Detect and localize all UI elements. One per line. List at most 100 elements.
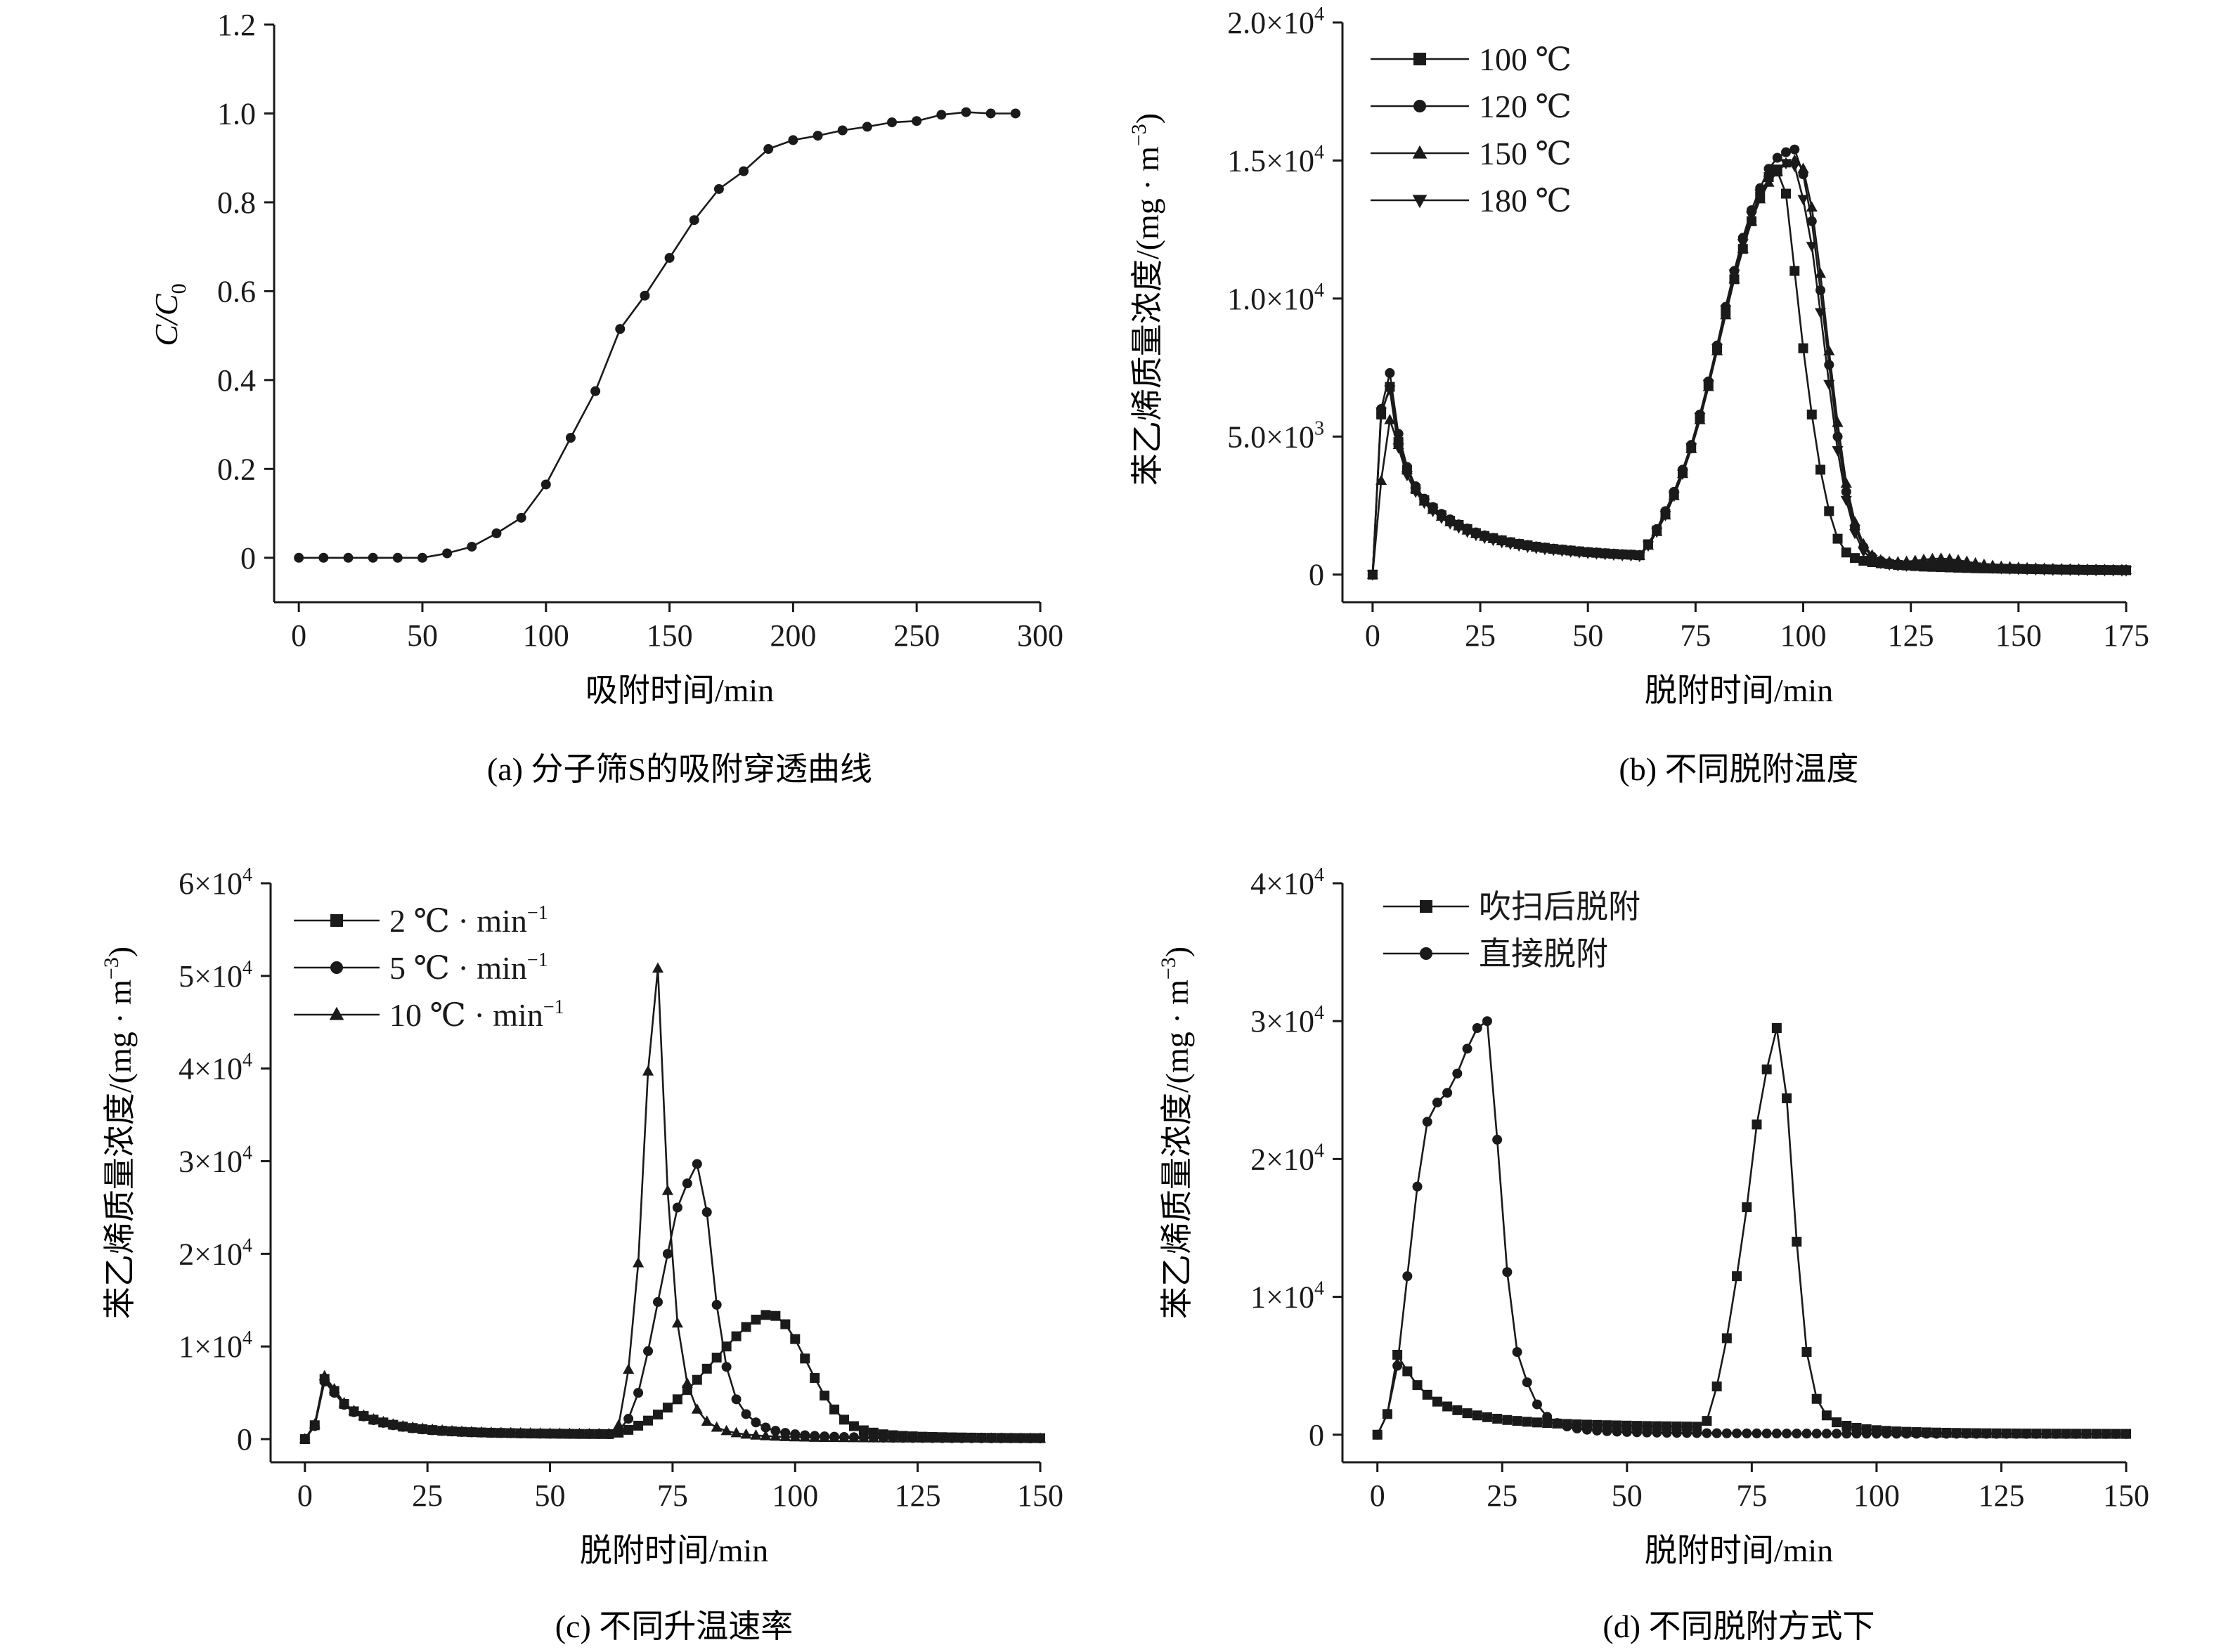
panel-b-series-3-point [1995,564,2007,575]
panel-b-legend-marker-0 [1413,53,1426,65]
panel-b-series-3-point [2090,566,2102,577]
panel-b-series-3-point [1444,519,1456,530]
panel-c-series-2-point [309,1418,321,1429]
panel-b-series-3-point [1961,561,1973,572]
panel-c-series-2-point [1005,1432,1017,1443]
panel-d-series-1-point [1841,1429,1852,1439]
panel-a-x-tick-label: 100 [523,618,569,653]
panel-a-series-0-point [862,122,872,132]
panel-c-series-2-point [671,1317,683,1328]
panel-c-series-1-point [741,1409,751,1419]
panel-b-series-3-point [1676,469,1689,481]
panel-d-series-0-line [1376,1027,2127,1436]
panel-a-x-tick-label: 200 [770,618,816,653]
panel-d-series-1-point [1692,1428,1702,1438]
panel-d-series-0-point [1392,1349,1403,1360]
panel-b-series-3-point [1685,443,1697,454]
panel-d-series-1-point [1502,1267,1513,1277]
panel-a-series-0-point [467,541,477,552]
panel-b-series-0-point [1789,266,1800,276]
panel-b-series-3-point [1771,164,1783,175]
panel-b-series-3-point [1513,541,1525,552]
panel-c-legend-label-2: 10 ℃ · min−1 [389,996,564,1033]
panel-d-series-0-point [1832,1417,1842,1428]
panel-b-series-3-point [1522,542,1534,554]
panel-a-series-0-point [294,552,304,563]
panel-b-series-3-point [1935,559,1947,571]
panel-b-series-0-point [1858,556,1869,566]
panel-d-series-1-point [1801,1429,1812,1439]
panel-d-series-1-point [1761,1428,1772,1438]
panel-a: 0 50 100 150 200 250 300 0 0.2 0.4 0.6 0.8 1.0 1.2 吸附… [148,8,1063,787]
panel-c-series-1-point [633,1388,644,1398]
panel-d-series-1-point [1861,1429,1872,1439]
panel-b-series-3-point [1780,159,1792,170]
panel-b-x-tick-label: 50 [1572,618,1603,653]
panel-c-series-2-point [1015,1432,1027,1443]
panel-d-series-1-point [2021,1429,2031,1439]
panel-b-series-3 [1366,159,2132,581]
panel-b-series-3-point [1565,547,1577,558]
panel-b-series-2-point [1797,162,1809,174]
panel-c-series-0-point [848,1421,859,1431]
panel-d-x-tick-label: 50 [1612,1478,1643,1513]
panel-b-series-0-point [1841,547,1851,558]
panel-b-series-3-point [2073,566,2085,577]
panel-b: 0 25 50 75 100 125 150 175 0 5.0×103 1.0×104 1.5×10… [1127,4,2149,787]
panel-a-ylabel-main: C/C [148,293,184,346]
panel-d-series-1-point [1682,1428,1692,1438]
panel-a-series-0-point [1010,108,1021,119]
panel-b-series-3-point [1651,527,1663,538]
panel-a-series-0-point [615,324,626,334]
panel-c-series-1-point [711,1299,722,1310]
panel-c-series-2-point [926,1432,938,1443]
panel-a-series-0-point [689,215,699,226]
panel-b-series-3-point [1918,561,1930,571]
panel-c-series-2-point [779,1431,791,1441]
panel-b-series-0-point [1798,343,1808,353]
panel-b-plot: 0 25 50 75 100 125 150 175 0 5.0×103 1.0×104 1.5×10… [1227,4,2149,653]
panel-d-series-1-point [2121,1429,2131,1439]
panel-d-x-tick-label: 25 [1487,1478,1517,1513]
panel-c-series-0-point [711,1353,722,1363]
panel-a-y-tick-label: 0.8 [217,186,256,220]
panel-b-series-2-point [1375,474,1387,486]
panel-c-series-2-point [857,1431,869,1443]
panel-d-series-1-point [1442,1088,1453,1098]
panel-c-y-tick-label: 3×104 [179,1143,252,1179]
panel-d-series-0 [1372,1023,2131,1440]
panel-c-series-2-point [574,1427,585,1438]
panel-d-series-0-point [1512,1416,1522,1426]
panel-b-series-3-point [1573,548,1586,559]
panel-a-series-0-point [516,512,526,523]
panel-b-series-3-point [1901,561,1912,572]
panel-b-series-3-point [2120,566,2132,577]
panel-a-series-0-point [491,528,502,538]
panel-d-series-1-point [1721,1428,1732,1438]
panel-c-x-tick-label: 150 [1017,1478,1063,1513]
panel-c-series-2-point [524,1427,536,1438]
panel-d-series-1-point [1752,1428,1762,1438]
panel-c-series-2-point [446,1424,458,1436]
panel-d-series-1-point [1602,1426,1612,1436]
panel-d-series-0-point [1742,1202,1752,1213]
panel-d-series-1-point [1542,1412,1553,1422]
panel-c-series-2-point [867,1431,879,1443]
panel-b-series-3-point [1625,551,1637,562]
panel-c-series-1-point [751,1417,761,1428]
panel-c-y-tick-label: 1×104 [179,1327,252,1364]
panel-a-y-tick-label: 1.0 [217,96,256,131]
panel-c-series-2-point [417,1422,429,1433]
panel-d-series-1-point [1512,1347,1522,1358]
panel-a-plot: 0 50 100 150 200 250 300 0 0.2 0.4 0.6 0.8 1.0 1.2 [217,8,1063,653]
panel-c-series-0-point [633,1420,644,1431]
panel-b-series-3-point [1504,540,1516,550]
panel-d-x-tick-label: 150 [2103,1478,2149,1513]
panel-c-series-2-point [1025,1432,1037,1443]
panel-b-series-0-point [1824,506,1834,516]
panel-d-series-0-point [1792,1237,1802,1247]
panel-c-series-1-point [652,1296,663,1307]
panel-b-series-0-point [1806,409,1817,419]
panel-d-plot: 0 25 50 75 100 125 150 0 1×104 2×104 3×104 4×104 吹扫后… [1250,864,2149,1513]
panel-c-series-2-point [407,1421,419,1432]
